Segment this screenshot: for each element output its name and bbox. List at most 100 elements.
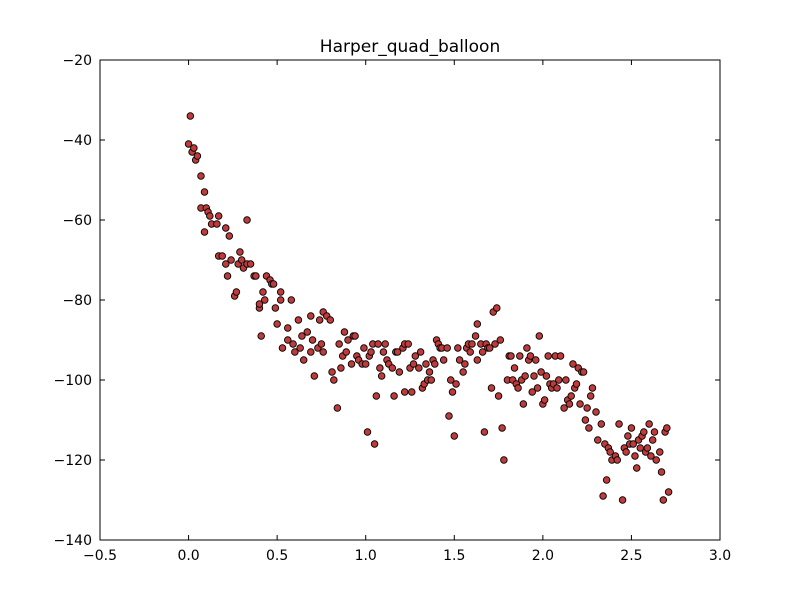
chart-title: Harper_quad_balloon bbox=[320, 37, 500, 57]
scatter-point bbox=[516, 352, 524, 360]
x-tick-label: 3.0 bbox=[709, 548, 731, 564]
scatter-point bbox=[581, 416, 590, 424]
scatter-point bbox=[360, 344, 368, 352]
y-tick-label: −40 bbox=[62, 133, 92, 149]
scatter-point bbox=[259, 288, 267, 296]
scatter-point bbox=[284, 324, 292, 332]
scatter-point bbox=[565, 400, 574, 408]
scatter-point bbox=[493, 304, 501, 312]
scatter-point bbox=[400, 388, 409, 396]
scatter-point bbox=[640, 428, 648, 436]
scatter-point bbox=[315, 316, 324, 324]
y-tick-label: −100 bbox=[54, 373, 92, 389]
scatter-point bbox=[643, 444, 652, 452]
scatter-point bbox=[347, 360, 356, 368]
scatter-point bbox=[344, 336, 352, 344]
scatter-point bbox=[409, 360, 418, 368]
scatter-point bbox=[415, 364, 423, 372]
scatter-point bbox=[445, 412, 453, 420]
scatter-point bbox=[648, 436, 657, 444]
scatter-point bbox=[416, 348, 425, 356]
scatter-point bbox=[555, 376, 563, 384]
x-tick-label: 1.0 bbox=[355, 548, 377, 564]
scatter-point bbox=[289, 340, 297, 348]
scatter-point bbox=[372, 392, 381, 400]
scatter-point bbox=[237, 256, 246, 264]
scatter-point bbox=[650, 428, 659, 436]
scatter-point bbox=[656, 448, 664, 456]
scatter-point bbox=[542, 372, 551, 380]
scatter-point bbox=[487, 384, 496, 392]
axes: −0.5 0.0 0.5 1.0 1.5 2.0 2.5 3.0 −140 −120 −100 −80… bbox=[54, 53, 732, 564]
scatter-point bbox=[629, 440, 637, 448]
scatter-point bbox=[273, 320, 281, 328]
scatter-point bbox=[599, 492, 607, 500]
scatter-point bbox=[461, 360, 469, 368]
y-tick-label: −80 bbox=[62, 293, 92, 309]
scatter-point bbox=[225, 232, 234, 240]
scatter-point bbox=[337, 364, 345, 372]
scatter-point bbox=[583, 404, 591, 412]
scatter-point bbox=[246, 260, 255, 268]
scatter-point bbox=[218, 252, 226, 260]
scatter-point bbox=[663, 424, 671, 432]
scatter-point bbox=[532, 356, 540, 364]
scatter-point bbox=[494, 392, 503, 400]
scatter-point bbox=[291, 348, 299, 356]
x-tick-label: 1.5 bbox=[443, 548, 465, 564]
scatter-point bbox=[553, 384, 561, 392]
x-tick-label: 2.5 bbox=[620, 548, 642, 564]
scatter-point bbox=[390, 392, 398, 400]
scatter-point bbox=[450, 432, 459, 440]
scatter-point bbox=[613, 456, 622, 464]
scatter-point bbox=[544, 352, 552, 360]
scatter-point bbox=[652, 456, 660, 464]
scatter-point bbox=[287, 296, 296, 304]
scatter-point bbox=[303, 328, 312, 336]
scatter-point bbox=[645, 420, 653, 428]
y-tick-label: −120 bbox=[54, 453, 92, 469]
scatter-point bbox=[446, 376, 455, 384]
scatter-point bbox=[454, 344, 462, 352]
scatter-point bbox=[381, 340, 389, 348]
scatter-point bbox=[533, 384, 542, 392]
scatter-point bbox=[376, 364, 384, 372]
scatter-point bbox=[528, 388, 536, 396]
scatter-point bbox=[473, 356, 482, 364]
x-tick-label: 0.0 bbox=[177, 548, 199, 564]
scatter-point bbox=[647, 452, 655, 460]
scatter-point bbox=[560, 404, 568, 412]
scatter-point bbox=[556, 352, 565, 360]
scatter-point bbox=[540, 396, 549, 404]
scatter-point bbox=[388, 364, 397, 372]
scatter-point bbox=[307, 312, 315, 320]
scatter-point bbox=[255, 300, 264, 308]
scatter-points bbox=[184, 112, 673, 504]
scatter-point bbox=[627, 424, 636, 432]
scatter-point bbox=[236, 248, 244, 256]
scatter-point bbox=[427, 376, 436, 384]
scatter-point bbox=[530, 372, 538, 380]
scatter-point bbox=[222, 260, 230, 268]
scatter-point bbox=[535, 332, 544, 340]
scatter-point bbox=[592, 408, 600, 416]
scatter-point bbox=[393, 348, 402, 356]
scatter-point bbox=[257, 332, 265, 340]
scatter-point bbox=[200, 228, 209, 236]
scatter-point bbox=[190, 144, 198, 152]
scatter-point bbox=[615, 420, 623, 428]
scatter-point bbox=[284, 336, 292, 344]
scatter-point bbox=[408, 388, 416, 396]
scatter-point bbox=[197, 172, 205, 180]
scatter-point bbox=[537, 368, 545, 376]
scatter-point bbox=[377, 372, 386, 380]
scatter-point bbox=[271, 304, 280, 312]
scatter-point bbox=[214, 212, 223, 220]
scatter-point bbox=[374, 340, 382, 348]
scatter-point bbox=[319, 348, 327, 356]
x-tick-label: −0.5 bbox=[83, 548, 117, 564]
y-tick-label: −60 bbox=[62, 213, 92, 229]
scatter-point bbox=[586, 392, 595, 400]
scatter-point bbox=[206, 212, 214, 220]
scatter-point bbox=[602, 476, 611, 484]
